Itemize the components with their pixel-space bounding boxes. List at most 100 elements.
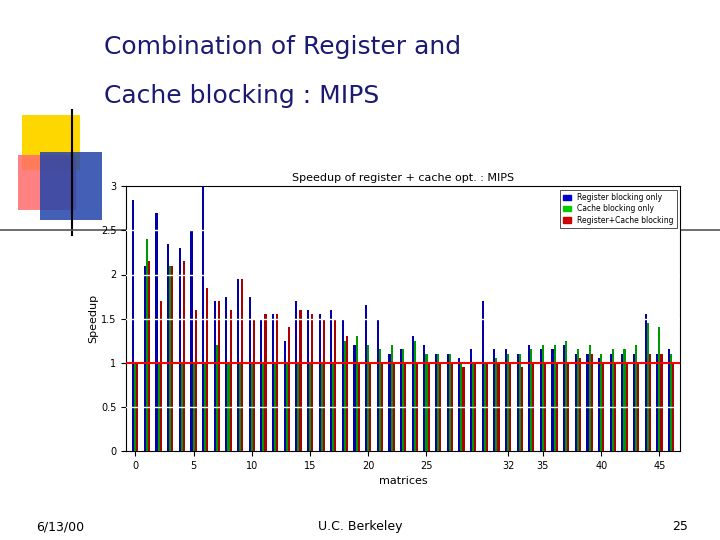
Bar (495, 359, 498, 451)
Bar (484, 363, 486, 451)
Bar (518, 354, 521, 451)
Bar (365, 306, 367, 451)
Bar (633, 354, 635, 451)
Bar (264, 314, 266, 451)
Bar (379, 349, 381, 451)
Bar (158, 363, 160, 451)
Bar (528, 345, 530, 451)
Bar (358, 363, 360, 451)
Bar (554, 345, 556, 451)
Legend: Register blocking only, Cache blocking only, Register+Cache blocking: Register blocking only, Cache blocking o… (560, 190, 677, 228)
Title: Speedup of register + cache opt. : MIPS: Speedup of register + cache opt. : MIPS (292, 173, 514, 183)
Bar (552, 349, 554, 451)
Bar (144, 266, 146, 451)
Bar (295, 301, 297, 451)
Bar (446, 354, 449, 451)
Bar (381, 363, 383, 451)
Text: U.C. Berkeley: U.C. Berkeley (318, 520, 402, 533)
Bar (474, 363, 476, 451)
Bar (563, 345, 565, 451)
Text: Cache blocking : MIPS: Cache blocking : MIPS (104, 84, 379, 107)
Bar (542, 345, 544, 451)
Bar (136, 363, 138, 451)
Bar (439, 363, 441, 451)
Bar (540, 349, 542, 451)
Bar (216, 345, 218, 451)
Bar (190, 231, 192, 451)
Bar (647, 323, 649, 451)
Bar (505, 349, 507, 451)
Bar (657, 354, 658, 451)
Bar (482, 301, 484, 451)
Bar (530, 349, 532, 451)
Bar (672, 363, 674, 451)
Bar (171, 266, 174, 451)
Bar (309, 363, 311, 451)
Y-axis label: Speedup: Speedup (88, 294, 98, 343)
Bar (300, 310, 302, 451)
Bar (354, 345, 356, 451)
Bar (181, 363, 183, 451)
Bar (614, 363, 616, 451)
Bar (392, 363, 395, 451)
Bar (565, 341, 567, 451)
Bar (402, 349, 404, 451)
Bar (451, 363, 453, 451)
Bar (272, 314, 274, 451)
Bar (516, 354, 518, 451)
Bar (644, 314, 647, 451)
Bar (388, 354, 390, 451)
Bar (194, 310, 197, 451)
Bar (274, 363, 276, 451)
Bar (635, 345, 637, 451)
Bar (602, 363, 604, 451)
Bar (507, 354, 509, 451)
Text: 6/13/00: 6/13/00 (36, 520, 84, 533)
Bar (342, 319, 344, 451)
Bar (567, 363, 570, 451)
Bar (160, 301, 162, 451)
Bar (423, 345, 426, 451)
Bar (148, 261, 150, 451)
Bar (459, 359, 460, 451)
Bar (230, 310, 232, 451)
Bar (356, 336, 358, 451)
Bar (426, 354, 428, 451)
Bar (414, 341, 416, 451)
Bar (412, 336, 414, 451)
Bar (261, 319, 262, 451)
Bar (579, 359, 581, 451)
Bar (251, 363, 253, 451)
Bar (320, 363, 323, 451)
Bar (332, 363, 334, 451)
Bar (311, 314, 313, 451)
Bar (377, 319, 379, 451)
Bar (556, 363, 558, 451)
Bar (134, 363, 136, 451)
Bar (307, 310, 309, 451)
Bar (284, 341, 286, 451)
Bar (437, 354, 439, 451)
Bar (330, 310, 332, 451)
Bar (575, 354, 577, 451)
Bar (670, 354, 672, 451)
Bar (146, 239, 148, 451)
Bar (460, 363, 462, 451)
Bar (204, 363, 206, 451)
Bar (600, 354, 602, 451)
Bar (132, 200, 134, 451)
Bar (521, 367, 523, 451)
Bar (624, 349, 626, 451)
Bar (239, 363, 241, 451)
X-axis label: matrices: matrices (379, 476, 428, 486)
Bar (449, 354, 451, 451)
Bar (286, 363, 288, 451)
Bar (472, 363, 474, 451)
Bar (416, 363, 418, 451)
Bar (167, 244, 169, 451)
Bar (156, 213, 158, 451)
Bar (367, 345, 369, 451)
Bar (509, 363, 511, 451)
Bar (586, 354, 588, 451)
Bar (588, 345, 590, 451)
